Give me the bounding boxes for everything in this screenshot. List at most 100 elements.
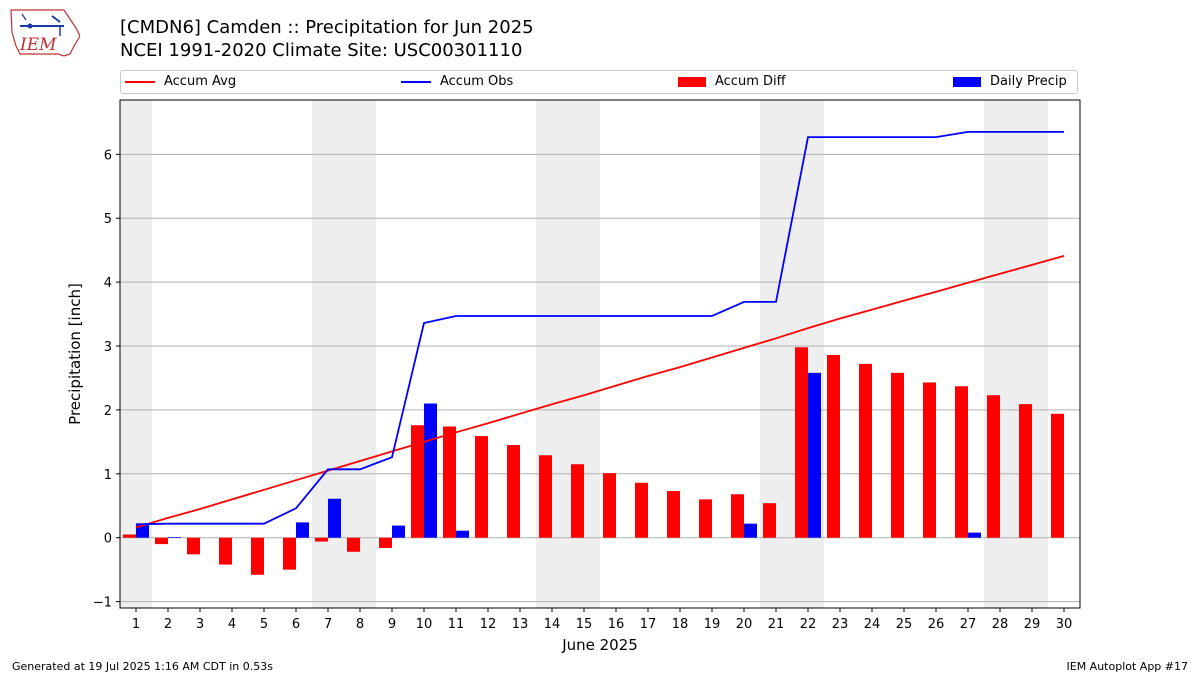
bar-daily-precip-11 [456,530,469,538]
bar-accum-diff-27 [955,386,968,538]
bar-daily-precip-22 [808,372,821,538]
bar-accum-diff-25 [891,372,904,538]
bar-accum-diff-24 [859,363,872,538]
bar-accum-diff-8 [347,537,360,552]
legend-label-accum-avg: Accum Avg [164,74,237,89]
x-tick-label-29: 29 [1024,617,1041,632]
x-tick-label-22: 22 [800,617,817,632]
legend-label-daily-precip: Daily Precip [990,74,1067,89]
weekend-shade-1 [312,100,376,608]
line-accum-avg [135,255,1065,529]
bar-accum-diff-18 [667,491,680,538]
x-tick-label-6: 6 [292,617,300,632]
x-tick-label-10: 10 [416,617,433,632]
legend-item-accum-diff: Accum Diff [678,74,786,89]
bar-accum-diff-7 [315,537,328,542]
legend-item-accum-obs: Accum Obs [401,74,513,89]
x-axis-label: June 2025 [561,636,638,654]
chart-subtitle: NCEI 1991-2020 Climate Site: USC00301110 [120,40,523,61]
bar-accum-diff-3 [187,537,200,555]
bar-accum-diff-9 [379,537,392,548]
x-tick-label-12: 12 [480,617,497,632]
legend-item-daily-precip: Daily Precip [953,74,1067,89]
legend-item-accum-avg: Accum Avg [125,74,236,89]
logo-text: IEM [19,35,57,55]
y-tick-label-5: 5 [104,212,112,227]
bar-accum-diff-28 [987,395,1000,538]
bar-accum-diff-19 [699,499,712,538]
x-tick-label-27: 27 [960,617,977,632]
bar-accum-diff-12 [475,436,488,538]
x-tick-label-26: 26 [928,617,945,632]
bar-daily-precip-6 [296,522,309,538]
legend-label-accum-obs: Accum Obs [440,74,514,89]
legend: Accum Avg Accum Obs Accum Diff Daily Pre… [120,70,1078,94]
bar-accum-diff-21 [763,503,776,538]
x-tick-label-19: 19 [704,617,721,632]
x-tick-label-24: 24 [864,617,881,632]
y-axis-label: Precipitation [inch] [66,283,84,425]
footer-generated: Generated at 19 Jul 2025 1:16 AM CDT in … [12,660,273,673]
x-tick-label-9: 9 [388,617,396,632]
bar-accum-diff-17 [635,482,648,538]
y-tick-label-3: 3 [104,340,112,355]
x-tick-label-14: 14 [544,617,561,632]
x-tick-label-16: 16 [608,617,625,632]
bar-accum-diff-6 [283,537,296,570]
x-tick-label-30: 30 [1056,617,1073,632]
bar-accum-diff-23 [827,354,840,538]
bar-accum-diff-26 [923,382,936,538]
legend-label-accum-diff: Accum Diff [715,74,786,89]
x-tick-label-7: 7 [324,617,332,632]
bar-accum-diff-29 [1019,404,1032,538]
y-tick-label-1: 1 [104,468,112,483]
bar-accum-diff-22 [795,347,808,538]
x-tick-label-4: 4 [228,617,236,632]
x-tick-label-13: 13 [512,617,529,632]
bar-accum-diff-14 [539,455,552,538]
iem-logo: IEM [10,9,80,57]
y-tick-label-0: 0 [104,532,112,547]
bar-daily-precip-2 [168,537,181,538]
x-tick-label-25: 25 [896,617,913,632]
y-tick-label-4: 4 [104,276,112,291]
x-tick-label-11: 11 [448,617,465,632]
bar-accum-diff-15 [571,464,584,538]
bar-daily-precip-20 [744,523,757,538]
plot-frame [119,99,1081,609]
bar-daily-precip-9 [392,525,405,538]
bar-accum-diff-2 [155,537,168,545]
y-tick-label--1: −1 [93,596,112,611]
x-tick-label-20: 20 [736,617,753,632]
x-tick-label-2: 2 [164,617,172,632]
x-tick-label-3: 3 [196,617,204,632]
y-tick-label-6: 6 [104,148,112,163]
line-accum-obs [135,130,1064,526]
bar-accum-diff-16 [603,473,616,538]
legend-swatch-accum-avg [125,80,155,83]
x-tick-label-23: 23 [832,617,849,632]
bar-accum-diff-13 [507,445,520,538]
x-tick-label-18: 18 [672,617,689,632]
bar-daily-precip-27 [968,532,981,538]
bar-accum-diff-30 [1051,413,1064,538]
x-tick-label-21: 21 [768,617,785,632]
legend-swatch-accum-diff [678,76,706,87]
y-tick-label-2: 2 [104,404,112,419]
bar-accum-diff-10 [411,425,424,538]
bar-daily-precip-7 [328,498,341,538]
x-tick-label-8: 8 [356,617,364,632]
bar-daily-precip-1 [136,524,149,538]
x-tick-label-17: 17 [640,617,657,632]
bar-accum-diff-1 [123,534,136,538]
bar-accum-diff-4 [219,537,232,565]
x-tick-label-15: 15 [576,617,593,632]
bar-accum-diff-5 [251,537,264,575]
x-tick-label-5: 5 [260,617,268,632]
footer-app: IEM Autoplot App #17 [1066,660,1189,673]
chart-title: [CMDN6] Camden :: Precipitation for Jun … [120,17,534,38]
x-tick-label-28: 28 [992,617,1009,632]
x-tick-label-1: 1 [132,617,140,632]
bar-accum-diff-11 [443,426,456,538]
